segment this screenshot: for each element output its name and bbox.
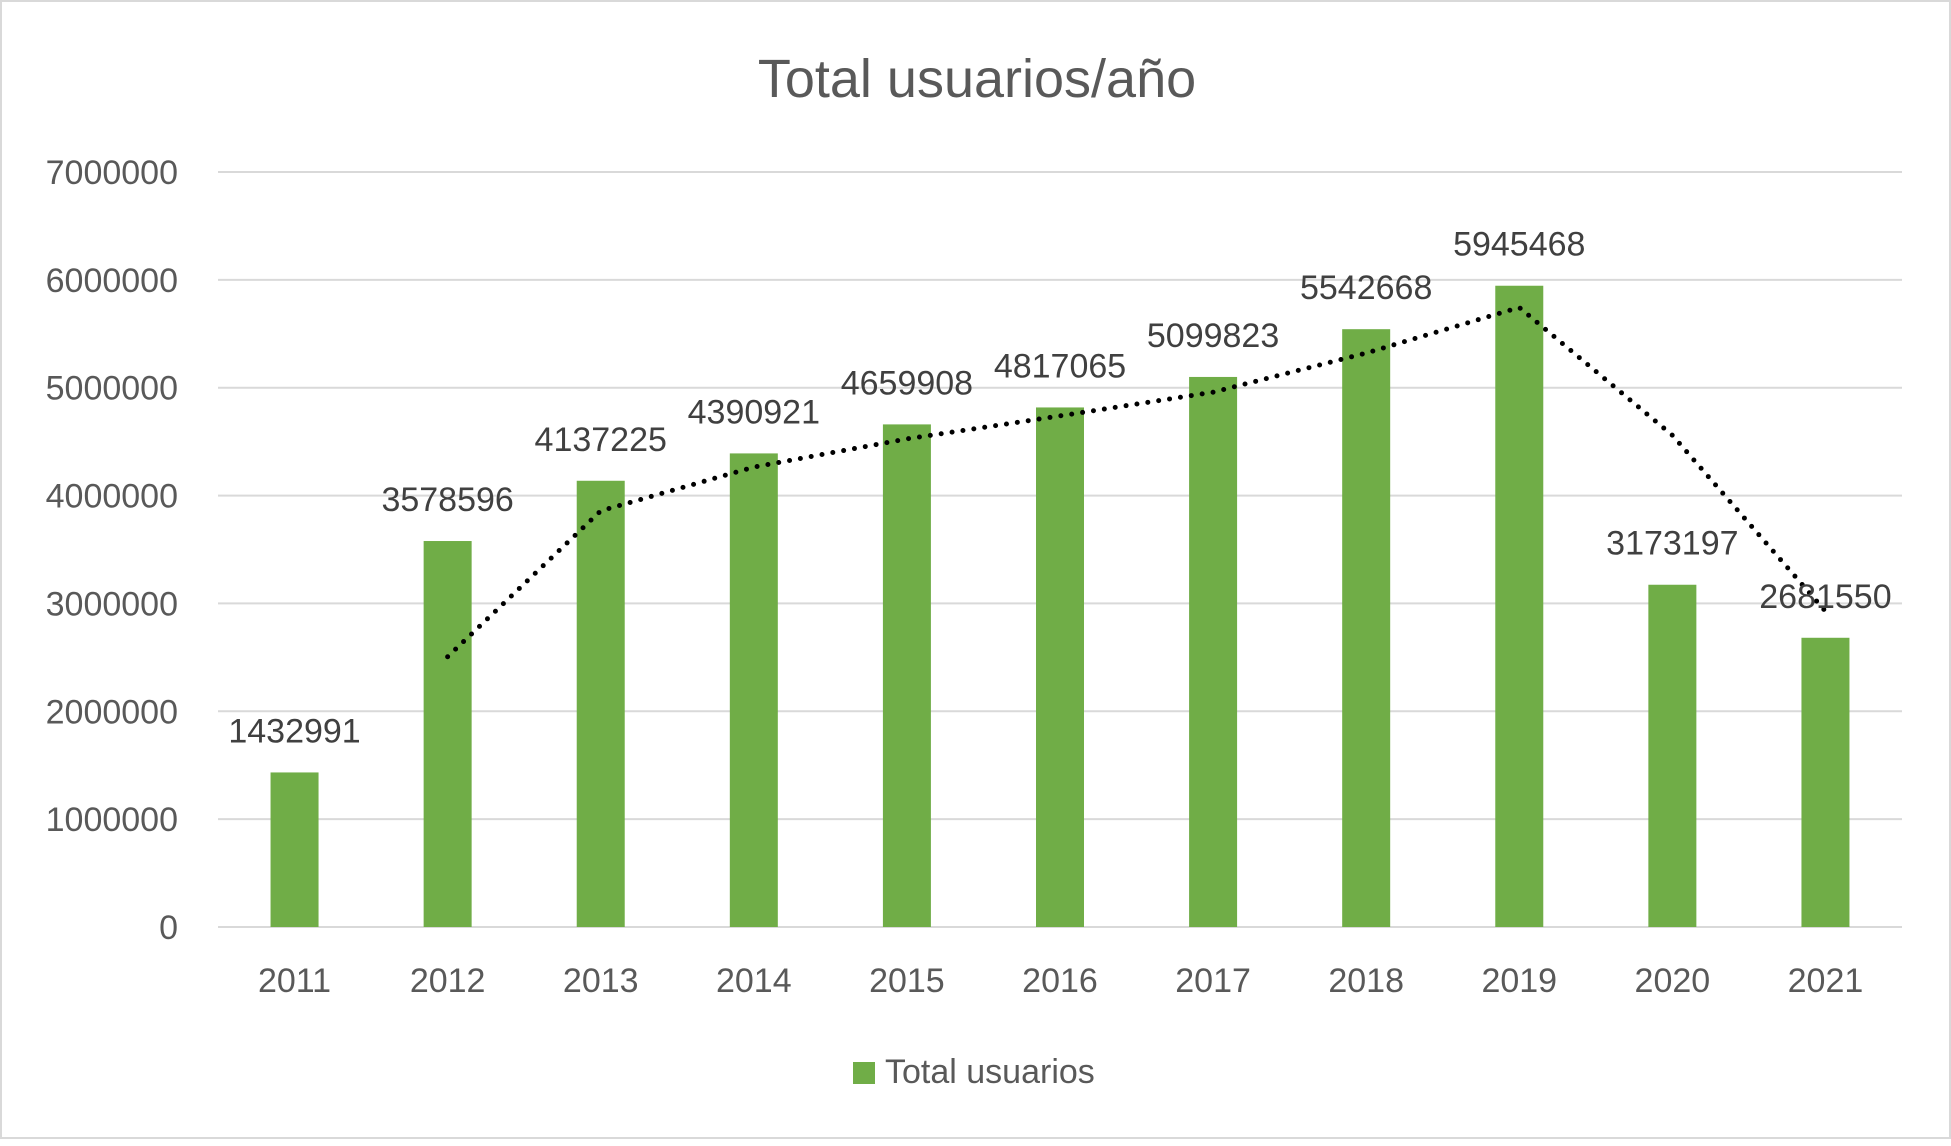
x-tick-label: 2011 [258, 962, 331, 1000]
x-tick-label: 2020 [1635, 962, 1711, 1000]
bars [270, 285, 1850, 928]
legend-label: Total usuarios [885, 1053, 1095, 1091]
x-axis-ticks: 2011 2012 2013 2014 2015 2016 2017 2018 2019 2020… [258, 962, 1863, 1000]
data-label: 2681550 [1759, 578, 1891, 616]
y-tick-label: 5000000 [46, 370, 178, 408]
x-tick-label: 2021 [1788, 962, 1864, 1000]
bar [576, 480, 625, 927]
x-tick-label: 2013 [563, 962, 639, 1000]
trendline [445, 304, 1828, 660]
data-label: 3173197 [1606, 525, 1738, 563]
x-tick-label: 2019 [1481, 962, 1557, 1000]
x-tick-label: 2018 [1328, 962, 1404, 1000]
bar [1189, 376, 1238, 928]
bar [270, 772, 319, 927]
bar [1495, 285, 1544, 928]
x-tick-label: 2012 [410, 962, 486, 1000]
bar [1648, 584, 1697, 927]
data-label: 4659908 [841, 364, 973, 402]
data-label: 4817065 [994, 347, 1126, 385]
data-labels: 1432991 3578596 4137225 4390921 4659908 48170… [228, 226, 1891, 751]
bar [1036, 407, 1084, 927]
y-tick-label: 2000000 [46, 693, 178, 731]
trendline-path [445, 304, 1828, 660]
x-tick-label: 2014 [716, 962, 792, 1000]
data-label: 5542668 [1300, 269, 1432, 307]
data-label: 4137225 [535, 421, 667, 459]
y-tick-label: 0 [159, 909, 178, 947]
data-label: 5099823 [1147, 317, 1279, 355]
y-tick-label: 4000000 [46, 478, 178, 516]
chart-title: Total usuarios/año [758, 49, 1196, 109]
y-tick-label: 7000000 [46, 154, 178, 192]
x-tick-label: 2017 [1175, 962, 1251, 1000]
y-tick-label: 1000000 [46, 801, 178, 839]
x-tick-label: 2016 [1022, 962, 1098, 1000]
y-axis-ticks: 0 1000000 2000000 3000000 4000000 5000000 6000… [46, 154, 178, 947]
data-label: 1432991 [228, 712, 360, 750]
data-label: 4390921 [688, 393, 820, 431]
bar [882, 424, 931, 927]
legend-swatch [853, 1062, 875, 1084]
legend: Total usuarios [853, 1053, 1095, 1091]
y-tick-label: 3000000 [46, 585, 178, 623]
bar [423, 541, 472, 927]
x-tick-label: 2015 [869, 962, 945, 1000]
data-label: 5945468 [1453, 226, 1585, 264]
bar [1801, 637, 1850, 927]
bar [1342, 329, 1391, 927]
data-label: 3578596 [381, 481, 513, 519]
bar [729, 453, 778, 927]
y-tick-label: 6000000 [46, 262, 178, 300]
